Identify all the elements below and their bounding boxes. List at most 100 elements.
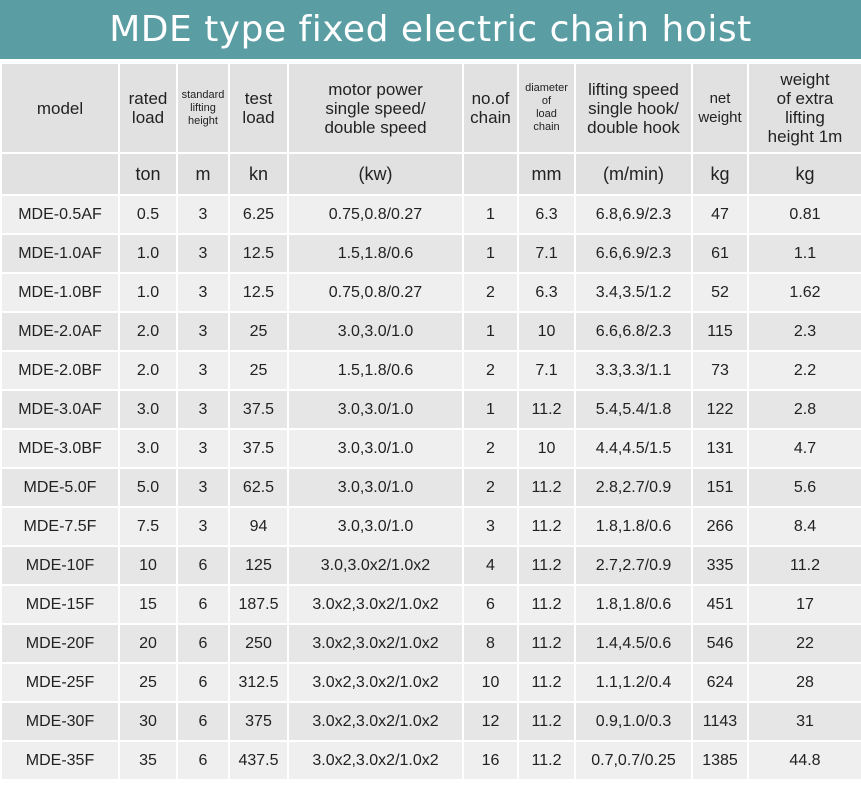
cell-test-load: 437.5 (228, 740, 289, 781)
cell-test-load: 62.5 (228, 467, 289, 508)
table-row: MDE-30F 30 6 375 3.0x2,3.0x2/1.0x2 12 11.2 0.9,… (0, 701, 861, 742)
unit-lifting-speed: (m/min) (574, 152, 693, 196)
cell-extra-weight: 4.7 (747, 428, 861, 469)
cell-net-weight: 1385 (691, 740, 749, 781)
cell-lifting-height: 3 (176, 467, 230, 508)
cell-chain-diameter: 7.1 (517, 233, 576, 274)
cell-extra-weight: 11.2 (747, 545, 861, 586)
cell-test-load: 12.5 (228, 272, 289, 313)
cell-lifting-height: 6 (176, 545, 230, 586)
header-line: of (541, 95, 552, 107)
cell-rated-load: 3.0 (118, 389, 178, 430)
cell-rated-load: 5.0 (118, 467, 178, 508)
cell-test-load: 375 (228, 701, 289, 742)
cell-net-weight: 131 (691, 428, 749, 469)
cell-rated-load: 30 (118, 701, 178, 742)
cell-no-of-chain: 1 (462, 194, 519, 235)
header-line: single hook/ (588, 98, 679, 118)
cell-rated-load: 2.0 (118, 350, 178, 391)
unit-test-load: kn (228, 152, 289, 196)
cell-net-weight: 115 (691, 311, 749, 352)
header-line: net (709, 90, 731, 107)
cell-rated-load: 2.0 (118, 311, 178, 352)
table-row: MDE-2.0BF 2.0 3 25 1.5,1.8/0.6 2 7.1 3.3,3.3/1.… (0, 350, 861, 391)
table-row: MDE-3.0BF 3.0 3 37.5 3.0,3.0/1.0 2 10 4.4,4.5/1… (0, 428, 861, 469)
header-line: single speed/ (325, 98, 426, 118)
cell-rated-load: 15 (118, 584, 178, 625)
cell-rated-load: 25 (118, 662, 178, 703)
cell-extra-weight: 0.81 (747, 194, 861, 235)
header-line: chain (533, 121, 560, 133)
cell-lifting-speed: 1.4,4.5/0.6 (574, 623, 693, 664)
cell-test-load: 94 (228, 506, 289, 547)
header-net-weight: net weight (691, 62, 749, 154)
cell-net-weight: 47 (691, 194, 749, 235)
unit-chain-diameter: mm (517, 152, 576, 196)
cell-extra-weight: 2.3 (747, 311, 861, 352)
cell-motor-power: 1.5,1.8/0.6 (287, 350, 464, 391)
cell-net-weight: 52 (691, 272, 749, 313)
cell-test-load: 25 (228, 311, 289, 352)
cell-extra-weight: 1.62 (747, 272, 861, 313)
cell-chain-diameter: 6.3 (517, 194, 576, 235)
cell-lifting-height: 6 (176, 740, 230, 781)
table-row: MDE-1.0AF 1.0 3 12.5 1.5,1.8/0.6 1 7.1 6.6,6.9/… (0, 233, 861, 274)
cell-chain-diameter: 11.2 (517, 584, 576, 625)
unit-extra-weight: kg (747, 152, 861, 196)
cell-test-load: 250 (228, 623, 289, 664)
cell-net-weight: 1143 (691, 701, 749, 742)
cell-lifting-speed: 5.4,5.4/1.8 (574, 389, 693, 430)
cell-test-load: 312.5 (228, 662, 289, 703)
cell-rated-load: 3.0 (118, 428, 178, 469)
cell-test-load: 37.5 (228, 389, 289, 430)
title-bar: MDE type fixed electric chain hoist (0, 0, 861, 59)
header-line: chain (470, 108, 511, 127)
cell-no-of-chain: 1 (462, 233, 519, 274)
cell-lifting-height: 3 (176, 272, 230, 313)
table-row: MDE-1.0BF 1.0 3 12.5 0.75,0.8/0.27 2 6.3 3.4,3.… (0, 272, 861, 313)
cell-chain-diameter: 11.2 (517, 623, 576, 664)
cell-model: MDE-2.0AF (0, 311, 120, 352)
cell-rated-load: 1.0 (118, 272, 178, 313)
table-row: MDE-10F 10 6 125 3.0,3.0x2/1.0x2 4 11.2 2.7,2.7… (0, 545, 861, 586)
cell-lifting-speed: 4.4,4.5/1.5 (574, 428, 693, 469)
unit-model (0, 152, 120, 196)
spec-table: model rated load standard lifting height… (0, 62, 861, 781)
cell-test-load: 37.5 (228, 428, 289, 469)
cell-no-of-chain: 2 (462, 428, 519, 469)
header-line: height 1m (767, 127, 843, 146)
table-row: MDE-15F 15 6 187.5 3.0x2,3.0x2/1.0x2 6 11.2 1.8… (0, 584, 861, 625)
table-row: MDE-7.5F 7.5 3 94 3.0,3.0/1.0 3 11.2 1.8,1.8/0.… (0, 506, 861, 547)
table-row: MDE-35F 35 6 437.5 3.0x2,3.0x2/1.0x2 16 11.2 0.… (0, 740, 861, 781)
cell-extra-weight: 44.8 (747, 740, 861, 781)
cell-no-of-chain: 6 (462, 584, 519, 625)
unit-no-of-chain (462, 152, 519, 196)
cell-motor-power: 3.0x2,3.0x2/1.0x2 (287, 662, 464, 703)
cell-model: MDE-35F (0, 740, 120, 781)
cell-extra-weight: 17 (747, 584, 861, 625)
cell-no-of-chain: 3 (462, 506, 519, 547)
cell-motor-power: 0.75,0.8/0.27 (287, 194, 464, 235)
cell-motor-power: 3.0,3.0/1.0 (287, 311, 464, 352)
cell-chain-diameter: 10 (517, 311, 576, 352)
header-line: weight (780, 70, 830, 89)
header-model: model (0, 62, 120, 154)
header-lifting-speed: lifting speed single hook/ double hook (574, 62, 693, 154)
cell-lifting-height: 6 (176, 623, 230, 664)
unit-motor-power: (kw) (287, 152, 464, 196)
cell-motor-power: 3.0,3.0/1.0 (287, 506, 464, 547)
cell-lifting-speed: 1.8,1.8/0.6 (574, 506, 693, 547)
cell-net-weight: 624 (691, 662, 749, 703)
unit-lifting-height: m (176, 152, 230, 196)
cell-motor-power: 1.5,1.8/0.6 (287, 233, 464, 274)
cell-net-weight: 122 (691, 389, 749, 430)
cell-lifting-speed: 0.9,1.0/0.3 (574, 701, 693, 742)
cell-no-of-chain: 10 (462, 662, 519, 703)
cell-chain-diameter: 6.3 (517, 272, 576, 313)
cell-no-of-chain: 2 (462, 272, 519, 313)
cell-chain-diameter: 11.2 (517, 389, 576, 430)
header-rated-load: rated load (118, 62, 178, 154)
cell-chain-diameter: 11.2 (517, 467, 576, 508)
header-row: model rated load standard lifting height… (0, 62, 861, 154)
cell-lifting-height: 3 (176, 506, 230, 547)
